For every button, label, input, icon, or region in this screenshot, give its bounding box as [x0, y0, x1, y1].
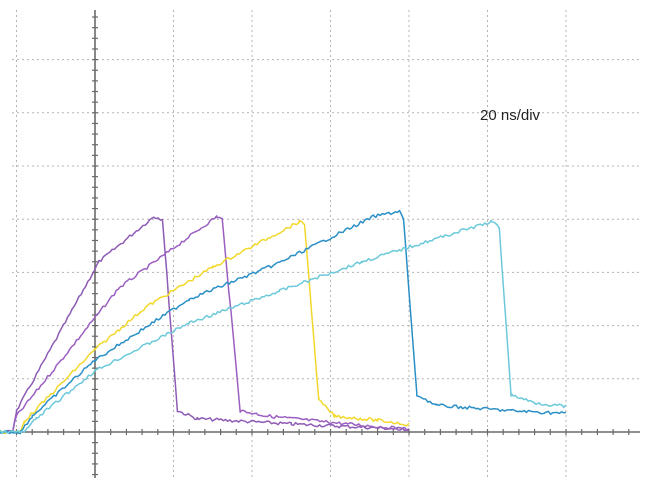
- trace-3: [0, 219, 410, 435]
- trace-2: [0, 215, 410, 434]
- chart-axes: [12, 10, 640, 478]
- trace-5: [0, 219, 567, 435]
- time-scale-annotation: 20 ns/div: [480, 107, 541, 124]
- chart-grid: [12, 10, 640, 478]
- chart-traces: [0, 209, 567, 435]
- trace-1: [0, 216, 410, 435]
- trace-4: [0, 209, 567, 435]
